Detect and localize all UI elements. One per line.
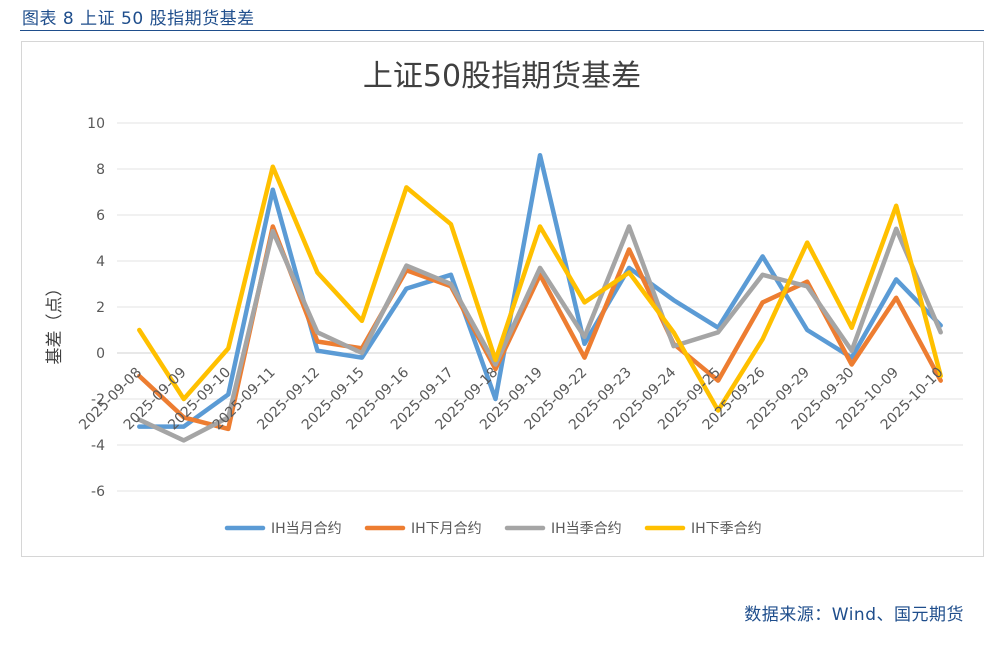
y-axis-label: 基差（点）: [45, 280, 65, 365]
legend-label: IH下月合约: [411, 521, 482, 537]
figure-caption: 图表 8 上证 50 股指期货基差: [22, 9, 255, 29]
y-tick-label: -2: [91, 392, 105, 408]
series-line: [137, 164, 943, 413]
legend-label: IH下季合约: [691, 521, 762, 537]
y-tick-label: 4: [96, 254, 105, 270]
series-lines: [137, 152, 943, 443]
legend-item: IH下月合约: [364, 521, 482, 537]
y-tick-label: 10: [87, 116, 105, 132]
data-source-note: 数据来源：Wind、国元期货: [744, 605, 964, 625]
y-tick-label: 8: [96, 162, 105, 178]
grid-lines: [117, 122, 963, 492]
y-tick-label: -6: [91, 484, 105, 500]
chart-frame: 上证50股指期货基差 -6 -4 -2 0 2 4 6 8 10 基差（点） 2025-09-0…: [21, 41, 984, 557]
caption-divider: [20, 30, 984, 31]
y-tick-label: 2: [96, 300, 105, 316]
legend: IH当月合约 IH下月合约 IH当季合约 IH下季合约: [224, 521, 762, 537]
legend-label: IH当月合约: [271, 521, 342, 537]
series-line: [137, 224, 943, 443]
y-tick-label: 6: [96, 208, 105, 224]
legend-label: IH当季合约: [551, 521, 622, 537]
series-line: [137, 152, 943, 429]
legend-item: IH下季合约: [644, 521, 762, 537]
y-axis-ticks: -6 -4 -2 0 2 4 6 8 10: [87, 116, 105, 500]
legend-item: IH当月合约: [224, 521, 342, 537]
y-tick-label: 0: [96, 346, 105, 362]
legend-item: IH当季合约: [504, 521, 622, 537]
y-tick-label: -4: [91, 438, 105, 454]
series-line: [137, 224, 943, 432]
chart-title: 上证50股指期货基差: [363, 59, 641, 94]
